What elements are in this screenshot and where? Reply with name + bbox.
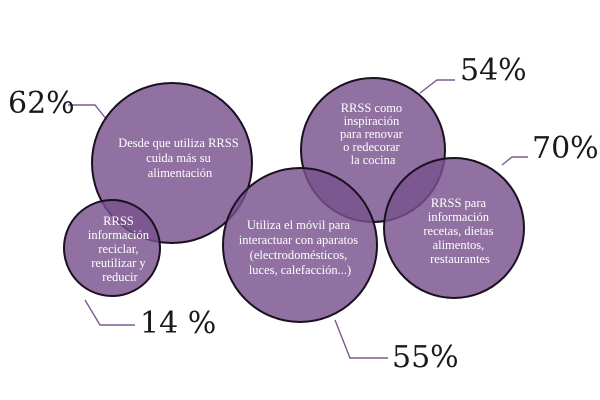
connector-54	[419, 79, 455, 94]
label-cocina: RRSS como inspiración para renovar o red…	[340, 101, 406, 167]
bubble-reciclar	[63, 199, 161, 297]
bubble-alimentacion	[91, 82, 253, 244]
bubble-recetas	[383, 157, 525, 299]
label-movil: Utiliza el móvil para interactuar con ap…	[239, 218, 362, 277]
percent-54: 54%	[460, 53, 527, 88]
percent-14: 14 %	[140, 306, 216, 341]
label-reciclar: RRSS información reciclar, reutilizar y …	[88, 214, 152, 284]
percent-70: 70%	[532, 131, 599, 166]
percent-62: 62%	[8, 86, 75, 121]
connector-55	[334, 319, 388, 359]
bubble-movil	[222, 167, 378, 323]
label-alimentacion: Desde que utiliza RRSS cuida más su alim…	[118, 136, 242, 180]
label-recetas: RRSS para información recetas, dietas al…	[423, 196, 496, 266]
percent-55: 55%	[392, 340, 459, 375]
connector-14	[84, 299, 135, 326]
connector-70	[501, 156, 528, 166]
connector-62	[68, 104, 108, 121]
